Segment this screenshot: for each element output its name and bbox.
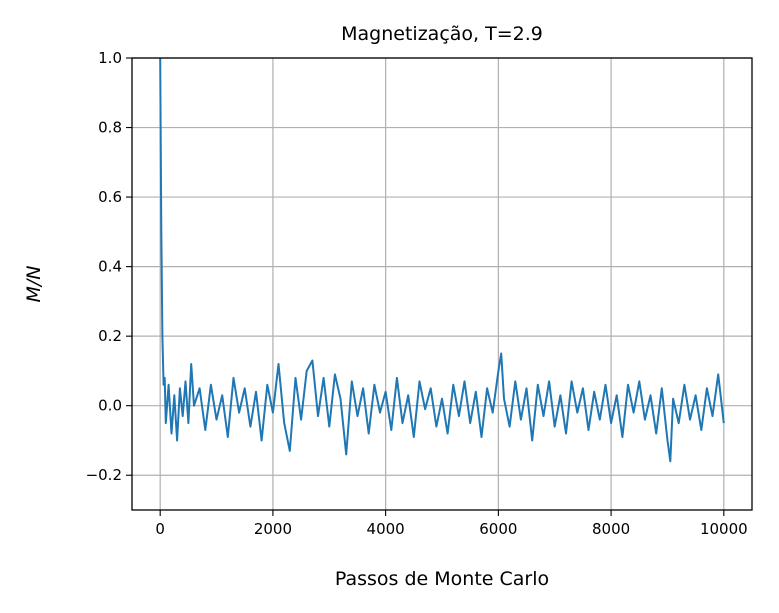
y-tick-label: −0.2 <box>86 466 122 484</box>
grid <box>132 57 752 510</box>
y-tick-label: 1.0 <box>98 49 122 67</box>
x-tick-label: 0 <box>155 520 165 538</box>
x-tick-label: 6000 <box>479 520 517 538</box>
x-axis-label: Passos de Monte Carlo <box>335 568 549 590</box>
x-tick-label: 4000 <box>367 520 405 538</box>
y-axis-label: M/N <box>23 265 45 302</box>
axes-frame <box>131 57 753 511</box>
y-tick-label: 0.4 <box>98 258 122 276</box>
chart-title: Magnetização, T=2.9 <box>341 23 543 45</box>
x-tick-label: 8000 <box>592 520 630 538</box>
y-tick-label: 0.6 <box>98 188 122 206</box>
y-tick-label: 0.8 <box>98 119 122 137</box>
x-tick-label: 2000 <box>254 520 292 538</box>
ticks: 0 2000 4000 6000 8000 10000 −0.2 0.0 0.2 0.4 0.6 0.… <box>86 49 748 538</box>
series-line <box>159 57 725 463</box>
x-tick-label: 10000 <box>700 520 748 538</box>
y-tick-label: 0.2 <box>98 327 122 345</box>
series-layer <box>159 57 725 463</box>
y-tick-label: 0.0 <box>98 397 122 415</box>
